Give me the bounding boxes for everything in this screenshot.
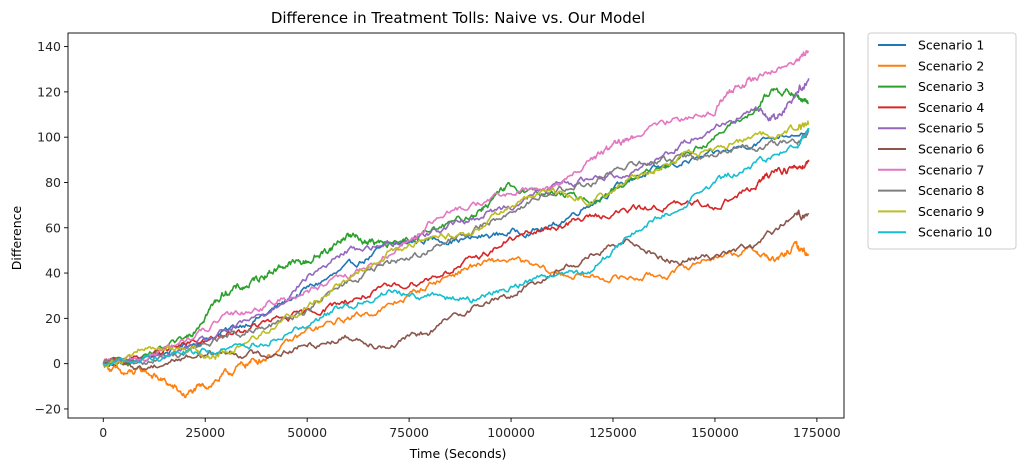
- legend-label: Scenario 2: [918, 58, 984, 73]
- legend: Scenario 1 Scenario 2 Scenario 3 Scenario 4…: [867, 32, 1017, 250]
- legend-label: Scenario 4: [918, 100, 984, 115]
- series-line: [102, 120, 810, 368]
- legend-label: Scenario 9: [918, 204, 984, 219]
- series-line: [102, 127, 810, 367]
- y-tick-label: 120: [37, 84, 61, 99]
- x-tick-label: 150000: [691, 425, 739, 440]
- series-line: [102, 50, 810, 365]
- x-tick-label: 175000: [793, 425, 841, 440]
- series-line: [102, 78, 810, 365]
- series-line: [103, 209, 810, 371]
- y-tick-label: 80: [45, 175, 61, 190]
- y-tick-label: 20: [45, 311, 61, 326]
- x-tick-label: 75000: [389, 425, 429, 440]
- legend-label: Scenario 5: [918, 121, 984, 136]
- x-tick-label: 25000: [185, 425, 225, 440]
- y-axis-label: Difference: [9, 205, 24, 270]
- series-line: [102, 87, 810, 367]
- y-tick-label: −20: [35, 401, 61, 416]
- y-tick-label: 0: [53, 356, 61, 371]
- plot-lines: [102, 50, 810, 399]
- x-tick-label: 125000: [589, 425, 637, 440]
- x-tick-label: 0: [99, 425, 107, 440]
- y-tick-label: 140: [37, 39, 61, 54]
- chart-title: Difference in Treatment Tolls: Naive vs.…: [271, 9, 645, 27]
- legend-label: Scenario 1: [918, 38, 984, 53]
- x-tick-label: 100000: [487, 425, 535, 440]
- legend-label: Scenario 10: [918, 225, 992, 240]
- y-tick-label: 40: [45, 266, 61, 281]
- x-tick-label: 50000: [287, 425, 327, 440]
- legend-label: Scenario 8: [918, 183, 984, 198]
- axes: 0 25000 50000 75000 100000 125000 150000 175000…: [35, 32, 845, 440]
- x-axis-label: Time (Seconds): [409, 446, 507, 461]
- plot-frame: [67, 32, 845, 419]
- legend-label: Scenario 3: [918, 79, 984, 94]
- y-tick-label: 60: [45, 220, 61, 235]
- series-line: [102, 240, 810, 399]
- legend-label: Scenario 7: [918, 162, 984, 177]
- legend-label: Scenario 6: [918, 142, 984, 157]
- series-line: [102, 159, 810, 365]
- y-tick-label: 100: [37, 130, 61, 145]
